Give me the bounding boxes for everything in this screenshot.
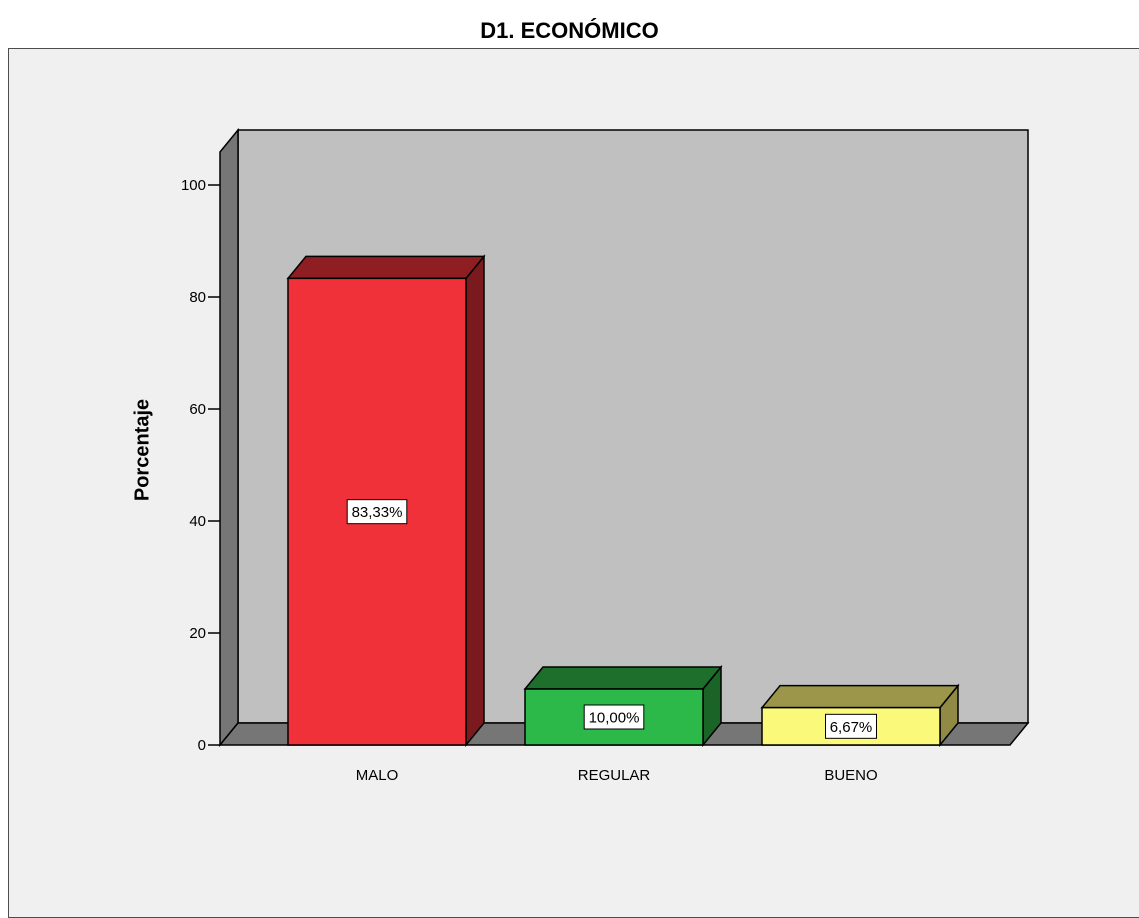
data-label-box — [346, 499, 408, 525]
category-label: REGULAR — [578, 767, 651, 784]
side-wall — [219, 127, 239, 748]
data-label-box — [825, 713, 877, 739]
data-label: 83,33% — [352, 504, 403, 521]
bar-top-malo — [286, 255, 486, 280]
y-tick-label: 60 — [189, 401, 206, 418]
category-label: MALO — [356, 767, 399, 784]
data-label: 10,00% — [589, 710, 640, 727]
bar-top-regular — [523, 666, 723, 690]
chart-title: D1. ECONÓMICO — [480, 18, 659, 43]
category-label: BUENO — [824, 767, 877, 784]
bar-top-bueno — [760, 684, 960, 709]
y-tick-label: 20 — [189, 625, 206, 642]
y-tick-label: 100 — [181, 177, 206, 194]
data-label: 6,67% — [830, 719, 873, 736]
data-label-box — [583, 704, 645, 730]
bar-side-malo — [465, 254, 485, 748]
y-tick-label: 40 — [189, 513, 206, 530]
y-tick-label: 0 — [198, 737, 206, 754]
y-tick-label: 80 — [189, 289, 206, 306]
